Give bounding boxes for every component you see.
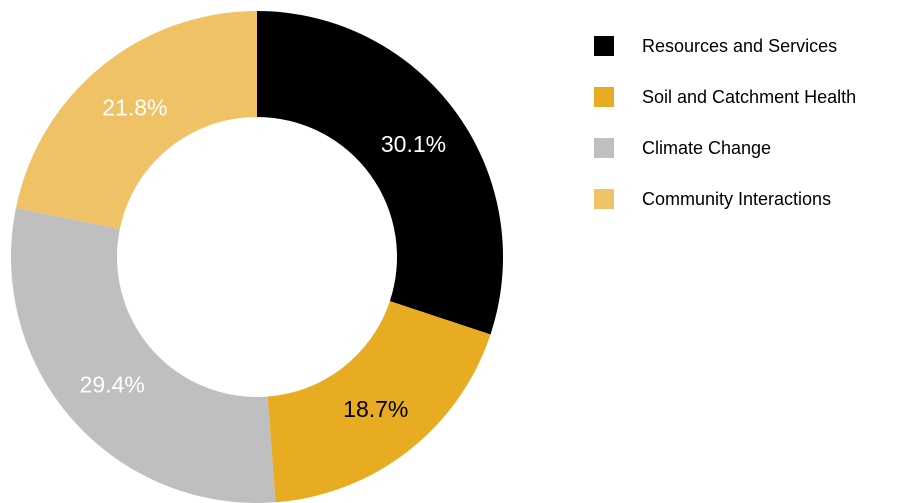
slice-climate-change[interactable] xyxy=(11,207,276,503)
slice-label-soil-and-catchment-health: 18.7% xyxy=(343,396,408,422)
slice-label-resources-and-services: 30.1% xyxy=(381,131,446,157)
legend-swatch xyxy=(594,87,614,107)
legend-swatch xyxy=(594,138,614,158)
legend-item-climate-change[interactable]: Climate Change xyxy=(594,136,856,160)
slice-label-community-interactions: 21.8% xyxy=(102,95,167,121)
legend-item-soil-and-catchment-health[interactable]: Soil and Catchment Health xyxy=(594,85,856,109)
slice-resources-and-services[interactable] xyxy=(257,11,503,335)
slice-label-climate-change: 29.4% xyxy=(80,372,145,398)
legend-label: Soil and Catchment Health xyxy=(642,86,857,107)
donut-slices xyxy=(11,11,503,503)
donut-chart: 30.1% 18.7% 29.4% 21.8% xyxy=(11,11,503,503)
legend-label: Community Interactions xyxy=(642,188,832,209)
legend-item-community-interactions[interactable]: Community Interactions xyxy=(594,187,856,211)
donut-labels: 30.1% 18.7% 29.4% 21.8% xyxy=(80,95,446,423)
legend-label: Climate Change xyxy=(642,137,772,158)
legend-item-resources-and-services[interactable]: Resources and Services xyxy=(594,34,856,58)
chart-legend: Resources and Services Soil and Catchmen… xyxy=(594,34,856,238)
legend-label: Resources and Services xyxy=(642,35,838,56)
slice-soil-and-catchment-health[interactable] xyxy=(267,301,491,503)
legend-swatch xyxy=(594,36,614,56)
slice-community-interactions[interactable] xyxy=(15,11,257,230)
legend-swatch xyxy=(594,189,614,209)
